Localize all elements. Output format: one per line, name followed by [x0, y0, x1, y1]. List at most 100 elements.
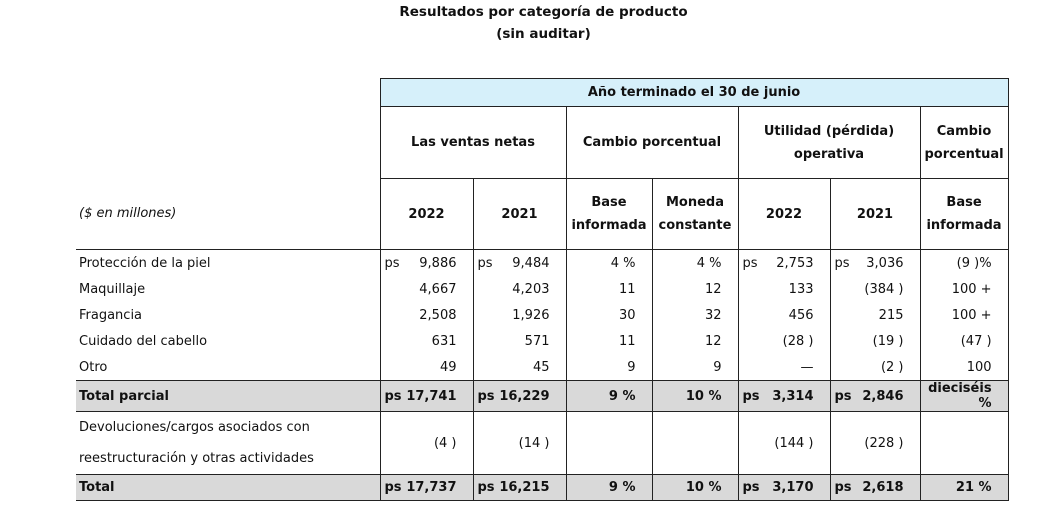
cell: 100 +	[919, 276, 1009, 302]
cell: 11	[565, 328, 653, 354]
cell: ps 16,215	[472, 474, 567, 501]
row-label: Devoluciones/cargos asociados con reestru…	[76, 411, 380, 475]
cell-value: 1,926	[512, 307, 550, 323]
table-row: Maquillaje 4,667 4,203 11 12 133 (384 ) 100 +	[76, 276, 1009, 302]
cell: 1,926	[472, 302, 567, 328]
cell-value: (228 )	[864, 435, 904, 451]
cell: ps 16,229	[472, 380, 567, 412]
cell-value: (4 )	[433, 435, 457, 451]
currency: ps	[742, 480, 760, 495]
period-header: Año terminado el 30 de junio	[379, 78, 1009, 107]
cell-value: 32	[704, 307, 722, 323]
cell-value: 17,741	[406, 388, 457, 404]
cell: 133	[737, 276, 831, 302]
currency: ps	[384, 480, 402, 495]
cell: ps 2,846	[829, 380, 921, 412]
cell-value: 12	[704, 281, 722, 297]
header-row: Las ventas netas Cambio porcentual Utilida…	[76, 106, 1009, 179]
group-header: Cambio porcentual	[919, 106, 1009, 179]
cell-value: 10 %	[685, 388, 722, 404]
cell-value: 2,846	[862, 388, 904, 404]
cell: (19 )	[829, 328, 921, 354]
cell	[651, 411, 739, 475]
cell: ps 3,036	[829, 249, 921, 276]
header-row: Año terminado el 30 de junio	[76, 78, 1009, 107]
cell: 100	[919, 354, 1009, 381]
group-header: Cambio porcentual	[565, 106, 739, 179]
cell: (9 )%	[919, 249, 1009, 276]
cell: 30	[565, 302, 653, 328]
cell-value: dieciséis %	[928, 381, 992, 411]
currency: ps	[477, 255, 493, 271]
cell: 12	[651, 276, 739, 302]
cell-value: 9	[627, 359, 636, 375]
cell-value: 100 +	[951, 307, 992, 323]
cell: ps 9,886	[379, 249, 474, 276]
currency: ps	[477, 480, 495, 495]
currency: ps	[477, 388, 495, 404]
subtitle: (sin auditar)	[496, 26, 591, 42]
row-label: Maquillaje	[79, 281, 146, 297]
cell: ps 17,737	[379, 474, 474, 501]
currency: ps	[834, 388, 852, 404]
cell: 21 %	[919, 474, 1009, 501]
cell: (384 )	[829, 276, 921, 302]
cell: 10 %	[651, 380, 739, 412]
cell-value: 49	[439, 359, 457, 375]
cell-value: 45	[532, 359, 550, 375]
cell-value: (47 )	[960, 333, 992, 349]
cell-value: 10 %	[685, 480, 722, 495]
cell: dieciséis %	[919, 380, 1009, 412]
cell-value: 9 %	[608, 480, 636, 495]
cell-value: 456	[788, 307, 814, 323]
cell-value: 2,753	[776, 255, 814, 271]
currency: ps	[742, 255, 758, 271]
group-header: Utilidad (pérdida) operativa	[737, 106, 921, 179]
cell-value: 100 +	[951, 281, 992, 297]
cell: 45	[472, 354, 567, 381]
cell-value: (2 )	[880, 359, 904, 375]
row-label-line: Devoluciones/cargos asociados con	[79, 420, 310, 435]
cell-value: 3,170	[772, 480, 814, 495]
currency: ps	[834, 480, 852, 495]
cell: ps 2,618	[829, 474, 921, 501]
cell-value: 9	[713, 359, 722, 375]
cell-value: 9,484	[512, 255, 550, 271]
row-label: Protección de la piel	[79, 255, 211, 271]
header-row: ($ en millones) 2022 2021 Base informada Mon…	[76, 178, 1009, 250]
blank	[76, 107, 380, 179]
cell: 49	[379, 354, 474, 381]
table-row: Otro 49 45 9 9 — (2 ) 100	[76, 354, 1009, 381]
currency: ps	[742, 388, 760, 404]
cell: (14 )	[472, 411, 567, 475]
currency: ps	[834, 255, 850, 271]
cell: 9 %	[565, 380, 653, 412]
cell-value: (19 )	[872, 333, 904, 349]
cell: (228 )	[829, 411, 921, 475]
column-header: 2021	[829, 178, 921, 250]
row-label-line: reestructuración y otras actividades	[79, 451, 314, 466]
units-label: ($ en millones)	[76, 178, 380, 250]
cell-value: 16,215	[499, 480, 550, 495]
cell: ps 9,484	[472, 249, 567, 276]
cell-value: 4 %	[610, 255, 636, 271]
cell: 9	[651, 354, 739, 381]
cell-value: —	[800, 359, 814, 375]
cell-value: 215	[878, 307, 904, 323]
cell-value: 9,886	[419, 255, 457, 271]
cell: 571	[472, 328, 567, 354]
cell: (4 )	[379, 411, 474, 475]
table-row: Devoluciones/cargos asociados con reestru…	[76, 411, 1009, 475]
table-row: Total ps 17,737 ps 16,215 9 % 10 % ps 3,170 ps 2,6…	[76, 474, 1009, 501]
group-header: Las ventas netas	[379, 106, 567, 179]
cell: 215	[829, 302, 921, 328]
cell: 4,667	[379, 276, 474, 302]
cell: 2,508	[379, 302, 474, 328]
row-label: Otro	[79, 359, 108, 375]
cell-value: 17,737	[406, 480, 457, 495]
cell-value: (9 )%	[956, 255, 992, 271]
cell-value: 631	[431, 333, 457, 349]
cell-value: (14 )	[518, 435, 550, 451]
column-header: Moneda constante	[651, 178, 739, 250]
